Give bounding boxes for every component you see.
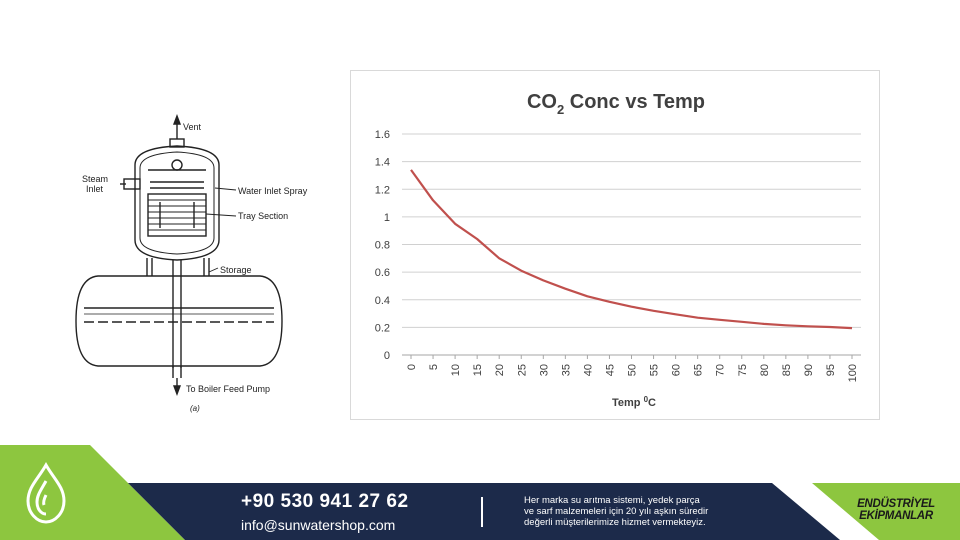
- water-drop-logo-icon: [26, 461, 66, 524]
- x-tick-label: 65: [693, 364, 705, 376]
- footer-brand-panel: [812, 483, 960, 540]
- x-axis-label-main: Temp: [612, 397, 644, 409]
- x-tick-label: 60: [671, 364, 683, 376]
- inlet-label: Inlet: [86, 184, 104, 194]
- y-tick-label: 1.2: [375, 184, 390, 196]
- x-tick-label: 25: [516, 364, 528, 376]
- x-axis-label-superscript: 0: [644, 395, 649, 404]
- chart-title-subscript: 2: [557, 102, 564, 117]
- contact-email[interactable]: info@sunwatershop.com: [241, 517, 396, 533]
- x-tick-label: 45: [604, 364, 616, 376]
- x-tick-label: 0: [406, 364, 418, 370]
- tagline-line: değerli müşterilerimize hizmet vermektey…: [524, 517, 706, 528]
- y-tick-label: 1: [384, 212, 390, 224]
- tagline-line: Her marka su arıtma sistemi, yedek parça: [524, 495, 700, 506]
- chart-panel: CO2 Conc vs Temp 0 0.2 0.4 0.6 0.8 1 1.2 1.4 1.6…: [350, 70, 880, 420]
- tagline-line: ve sarf malzemeleri için 20 yılı aşkın s…: [524, 506, 709, 517]
- x-tick-label: 20: [494, 364, 506, 376]
- chart-title-main: CO: [527, 91, 557, 113]
- y-tick-label: 0: [384, 350, 390, 362]
- x-tick-label: 90: [803, 364, 815, 376]
- tray-section-label: Tray Section: [238, 211, 288, 221]
- x-tick-label: 10: [450, 364, 462, 376]
- series-line: [410, 169, 853, 330]
- x-tick-label: 95: [825, 364, 837, 376]
- footer-band: [0, 445, 960, 540]
- footer-divider: [481, 497, 483, 527]
- footer-tagline: Her marka su arıtma sistemi, yedek parça…: [524, 495, 774, 528]
- x-axis-label: Temp 0C: [612, 395, 656, 409]
- x-tick-label: 30: [538, 364, 550, 376]
- footer-white-stripe: [792, 483, 877, 540]
- brand-line-1: ENDÜSTRİYEL: [857, 498, 935, 510]
- footer-navy-band: [128, 483, 840, 540]
- chart-title: CO2 Conc vs Temp: [527, 91, 705, 117]
- footer-green-panel: [0, 445, 185, 540]
- diagram-caption: (a): [190, 404, 200, 413]
- water-inlet-spray-label: Water Inlet Spray: [238, 186, 308, 196]
- boiler-feed-label: To Boiler Feed Pump: [186, 384, 270, 394]
- x-axis-label-rest: C: [648, 397, 656, 409]
- y-tick-label: 1.6: [375, 129, 390, 141]
- storage-label: Storage: [220, 265, 252, 275]
- x-tick-label: 15: [472, 364, 484, 376]
- y-tick-label: 0.6: [375, 267, 390, 279]
- y-tick-label: 0.2: [375, 322, 390, 334]
- x-tick-label: 50: [627, 364, 639, 376]
- x-tick-label: 35: [560, 364, 572, 376]
- x-tick-label: 40: [582, 364, 594, 376]
- chart-title-rest: Conc vs Temp: [564, 91, 705, 113]
- brand-logo: ENDÜSTRİYEL EKİPMANLAR: [836, 498, 956, 522]
- vent-label: Vent: [183, 122, 202, 132]
- x-tick-label: 55: [649, 364, 661, 376]
- co2-chart: CO2 Conc vs Temp 0 0.2 0.4 0.6 0.8 1 1.2 1.4 1.6…: [375, 91, 861, 409]
- y-tick-label: 0.8: [375, 240, 390, 252]
- brand-line-2: EKİPMANLAR: [859, 510, 933, 522]
- steam-label: Steam: [82, 174, 108, 184]
- x-tick-label: 85: [781, 364, 793, 376]
- y-tick-label: 0.4: [375, 295, 390, 307]
- deaerator-diagram: Vent Steam Inlet Water Inlet Spray Tray …: [75, 114, 308, 413]
- x-tick-label: 100: [847, 364, 859, 382]
- x-tick-label: 70: [715, 364, 727, 376]
- x-tick-label: 5: [428, 364, 440, 370]
- contact-phone[interactable]: +90 530 941 27 62: [241, 491, 409, 512]
- x-tick-label: 80: [759, 364, 771, 376]
- x-tick-label: 75: [737, 364, 749, 376]
- y-tick-label: 1.4: [375, 157, 390, 169]
